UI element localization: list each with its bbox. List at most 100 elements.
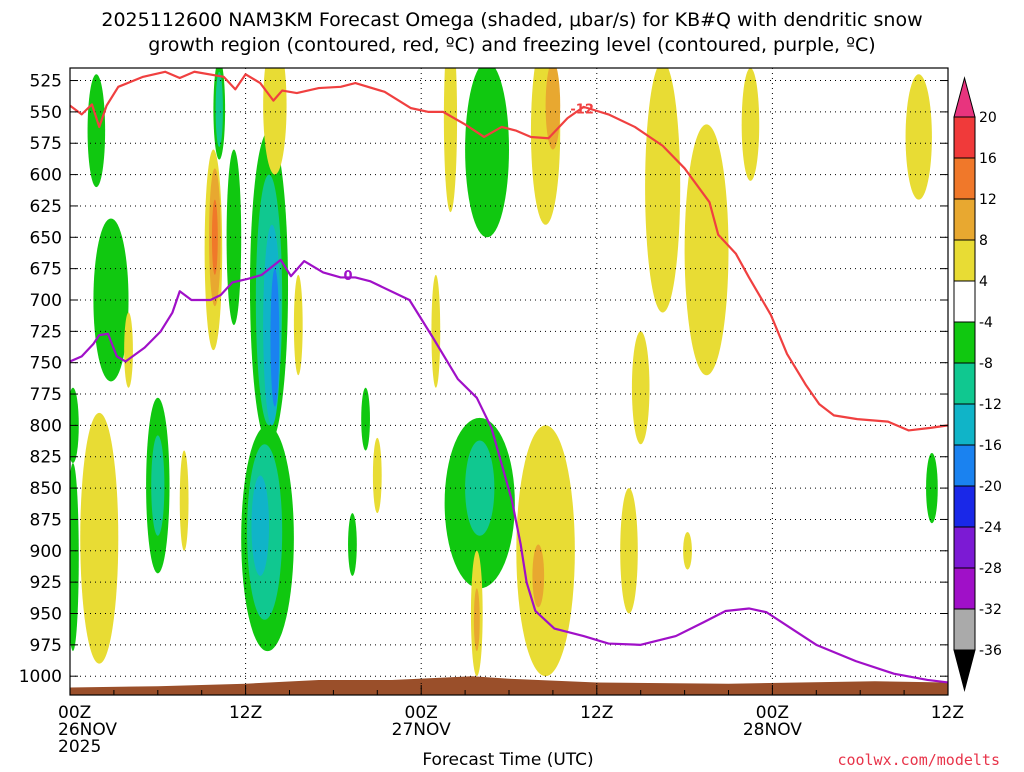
omega-region-43	[684, 124, 729, 376]
contour-label-0: 0	[344, 269, 353, 284]
chart-title: 2025112600 NAM3KM Forecast Omega (shaded…	[101, 9, 922, 56]
colorbar-bin-12	[953, 567, 976, 610]
omega-region-16	[251, 475, 270, 576]
colorbar-bin-8	[953, 403, 976, 446]
y-tick-label-525: 525	[30, 72, 62, 92]
x-tick-label-0-2: 26NOV	[58, 720, 117, 740]
colorbar-label-8: -12	[979, 397, 1002, 413]
x-tick-label-24-2: 27NOV	[392, 720, 451, 740]
y-tick-label-925: 925	[30, 573, 62, 593]
omega-region-18	[361, 387, 370, 451]
y-tick-label-750: 750	[30, 354, 62, 374]
colorbar-bin-11	[953, 526, 976, 569]
y-tick-label-600: 600	[30, 166, 62, 186]
omega-region-22	[926, 452, 938, 524]
omega-region-46	[905, 74, 932, 200]
x-tick-label-48-1: 00Z	[756, 703, 789, 723]
colorbar-label-2: 16	[979, 151, 997, 167]
title-line-2: growth region (contoured, red, ºC) and f…	[148, 34, 875, 56]
x-tick-label-24-1: 00Z	[405, 703, 438, 723]
colorbar-label-3: 12	[979, 192, 997, 208]
omega-region-21	[465, 440, 495, 536]
contour-line--12	[70, 70, 948, 432]
omega-region-44	[631, 331, 650, 445]
omega-region-37	[532, 544, 545, 608]
axes: 525 550 575 600 625 650 675 700 725 750 775 800 825 8…	[19, 67, 964, 757]
y-tick-label-775: 775	[30, 385, 62, 405]
omega-region-17	[348, 513, 357, 576]
omega-region-35	[545, 68, 561, 150]
colorbar-bin-6	[953, 321, 976, 364]
y-tick-label-975: 975	[30, 636, 62, 656]
colorbar-label-13: -32	[979, 602, 1002, 618]
colorbar-bin-10	[953, 485, 976, 528]
omega-region-32	[443, 68, 458, 213]
y-tick-label-650: 650	[30, 228, 62, 248]
colorbar-label-7: -8	[979, 356, 993, 372]
colorbar-label-6: -4	[979, 315, 993, 331]
x-tick-label-12-1: 12Z	[229, 703, 262, 723]
colorbar-bin-2	[953, 157, 976, 200]
omega-region-39	[473, 588, 480, 652]
omega-region-13	[270, 268, 280, 407]
y-tick-label-875: 875	[30, 510, 62, 530]
omega-region-31	[372, 437, 382, 514]
omega-region-9	[226, 149, 242, 326]
y-tick-label-900: 900	[30, 542, 62, 562]
y-tick-label-700: 700	[30, 291, 62, 311]
y-tick-label-1000: 1000	[19, 667, 62, 687]
omega-region-1	[87, 74, 106, 188]
contour-lines: -12 0	[70, 70, 948, 684]
colorbar-label-12: -28	[979, 561, 1002, 577]
x-tick-label-0-1: 00Z	[58, 703, 91, 723]
omega-region-19	[465, 68, 509, 238]
colorbar-label-1: 20	[979, 110, 997, 126]
omega-region-4	[70, 463, 79, 652]
omega-region-6	[151, 435, 165, 536]
y-tick-label-675: 675	[30, 260, 62, 280]
x-tick-label-36-1: 12Z	[580, 703, 613, 723]
contour-label--12: -12	[570, 102, 594, 117]
x-tick-label-60-1: 12Z	[931, 703, 964, 723]
title-line-1: 2025112600 NAM3KM Forecast Omega (shaded…	[101, 9, 922, 31]
omega-region-30	[293, 274, 303, 376]
colorbar-label-9: -16	[979, 438, 1002, 454]
omega-region-8	[215, 71, 223, 148]
y-tick-label-800: 800	[30, 416, 62, 436]
colorbar-bin-5	[953, 280, 976, 323]
y-tick-label-625: 625	[30, 197, 62, 217]
colorbar-label-5: 4	[979, 274, 988, 290]
y-tick-label-850: 850	[30, 479, 62, 499]
colorbar-bin-3	[953, 198, 976, 241]
colorbar-bin-9	[953, 444, 976, 487]
omega-region-24	[124, 312, 133, 388]
contour-line-0	[70, 258, 948, 684]
credit-link[interactable]: coolwx.com/modelts	[837, 751, 1000, 769]
colorbar-label-10: -20	[979, 479, 1002, 495]
colorbar: 20 16 12 8 4 -4 -8 -12 -16 -20 -24 -28 -32 -36	[953, 76, 1002, 692]
colorbar-label-11: -24	[979, 520, 1002, 536]
colorbar-bin-1	[953, 116, 976, 159]
colorbar-label-4: 8	[979, 233, 988, 249]
x-tick-label-0-3: 2025	[58, 737, 101, 757]
omega-region-45	[741, 68, 760, 181]
omega-region-23	[80, 412, 119, 664]
y-tick-label-950: 950	[30, 604, 62, 624]
omega-region-28	[211, 199, 218, 275]
omega-region-25	[179, 450, 189, 551]
y-tick-label-550: 550	[30, 103, 62, 123]
y-tick-label-575: 575	[30, 134, 62, 154]
colorbar-bin-7	[953, 362, 976, 405]
colorbar-bin-4	[953, 239, 976, 282]
y-tick-label-725: 725	[30, 322, 62, 342]
omega-region-42	[645, 68, 681, 313]
omega-region-41	[683, 531, 692, 570]
x-axis-label: Forecast Time (UTC)	[422, 750, 593, 768]
omega-region-40	[620, 488, 638, 614]
colorbar-label-14: -36	[979, 643, 1002, 659]
colorbar-bin-13	[953, 608, 976, 651]
y-tick-label-825: 825	[30, 448, 62, 468]
